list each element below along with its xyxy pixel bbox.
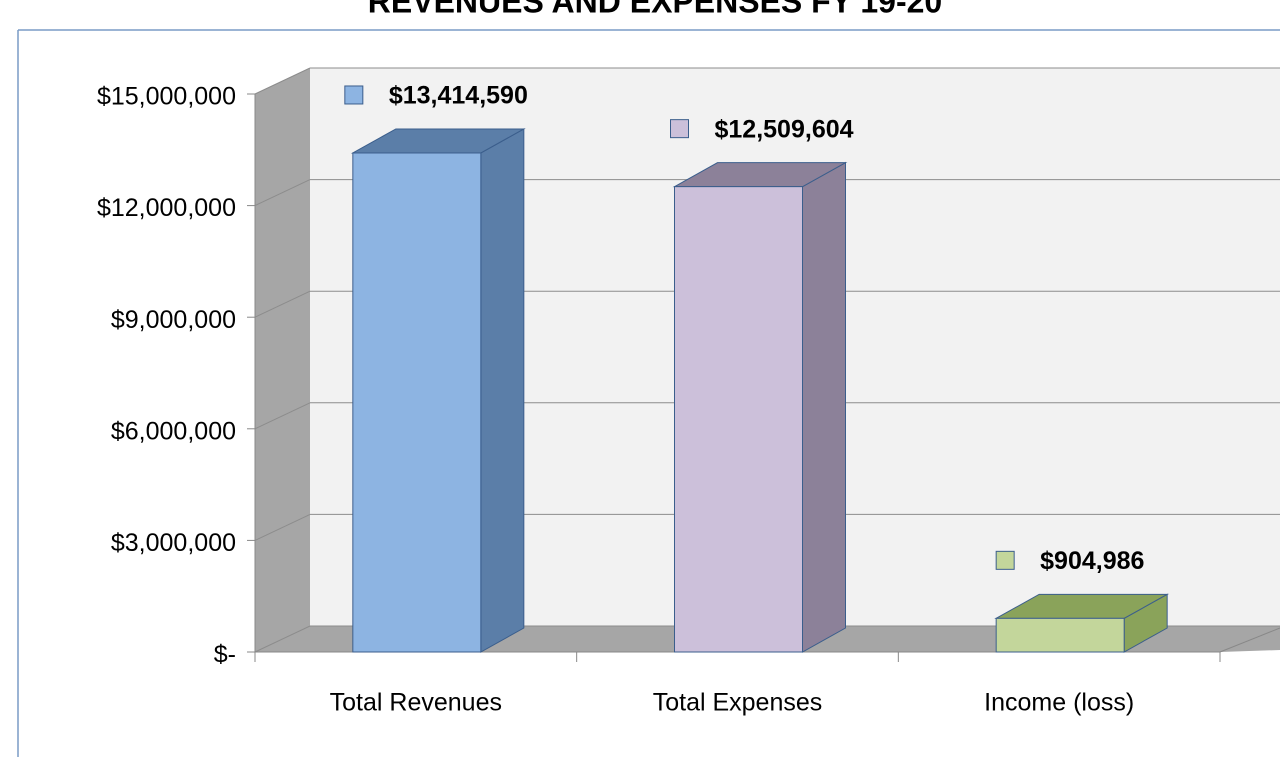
value-label-key bbox=[670, 119, 689, 139]
value-label-key bbox=[995, 550, 1015, 570]
grid-line-side bbox=[254, 179, 311, 207]
grid-line-side bbox=[254, 625, 311, 653]
x-tick-label: Total Revenues bbox=[330, 689, 502, 717]
y-tick-label: $9,000,000 bbox=[111, 306, 236, 334]
bar-side bbox=[802, 161, 846, 653]
grid-line-side bbox=[254, 290, 311, 318]
x-tick-label: Income (loss) bbox=[984, 689, 1134, 717]
y-tick-label: $15,000,000 bbox=[97, 83, 236, 111]
x-axis-depth bbox=[1219, 627, 1280, 653]
y-tick-label: $3,000,000 bbox=[111, 529, 236, 557]
y-tick-label: $- bbox=[214, 641, 236, 669]
bar bbox=[674, 186, 803, 653]
value-label-key bbox=[344, 85, 364, 105]
value-label: $13,414,590 bbox=[389, 82, 528, 110]
bar-side bbox=[480, 128, 525, 653]
grid-line-side bbox=[254, 67, 311, 95]
value-label: $904,986 bbox=[1040, 547, 1144, 575]
grid-line-side bbox=[254, 402, 311, 430]
chart-title: REVENUES AND EXPENSES FY 19-20 bbox=[368, 0, 942, 19]
bar bbox=[352, 152, 482, 653]
grid-line-side bbox=[254, 513, 311, 541]
x-tick-label: Total Expenses bbox=[653, 689, 823, 717]
side-wall bbox=[255, 68, 310, 652]
y-tick-label: $12,000,000 bbox=[97, 194, 236, 222]
bar bbox=[995, 617, 1125, 653]
y-tick-label: $6,000,000 bbox=[111, 417, 236, 445]
value-label: $12,509,604 bbox=[715, 115, 854, 143]
